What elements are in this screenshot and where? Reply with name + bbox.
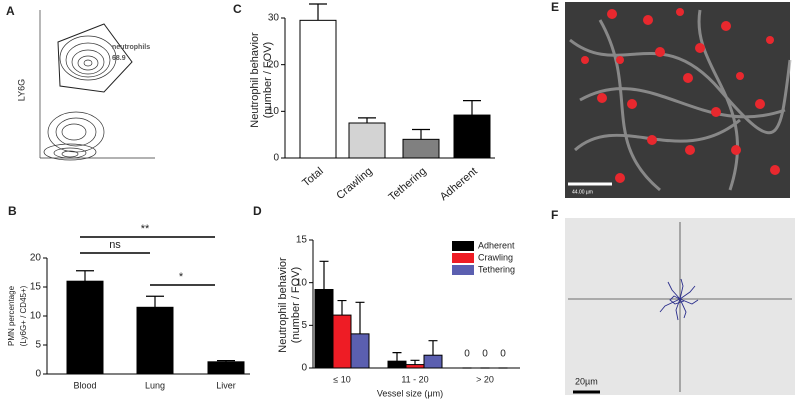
value-label: 0 [482, 349, 488, 360]
y-tick-label: 20 [30, 253, 42, 264]
y-tick-label: 10 [268, 106, 280, 117]
y-tick-label: 15 [296, 235, 308, 246]
x-tick-label: ≤ 10 [333, 374, 350, 384]
legend-swatch [452, 265, 474, 275]
x-tick-label: Tethering [386, 165, 428, 203]
x-tick-label: > 20 [476, 374, 494, 384]
bar [299, 19, 337, 159]
track-plot [565, 218, 795, 395]
y-tick-label: 10 [296, 277, 308, 288]
value-label: 0 [500, 349, 506, 360]
contour-plot [39, 10, 155, 161]
error-bar [410, 359, 420, 365]
gate-label: neutrophils [112, 44, 150, 51]
x-tick-label: Adherent [438, 165, 480, 203]
bar [66, 280, 104, 375]
error-bar [217, 360, 235, 362]
legend-swatch [452, 253, 474, 263]
y-axis-label: LY6G [16, 79, 26, 101]
bar [453, 114, 491, 159]
y-tick-label: 30 [268, 13, 280, 24]
y-axis-label: (number / FOV) [290, 267, 302, 343]
value-label: 0 [464, 349, 470, 360]
bar [402, 138, 440, 159]
y-axis-label: Neutrophil behavior [277, 257, 289, 353]
significance-label: ** [141, 223, 150, 235]
x-tick-label: Blood [73, 380, 96, 390]
error-bar [146, 295, 164, 308]
error-bar [76, 270, 94, 282]
y-tick-label: 0 [301, 363, 307, 374]
panel-label: F [551, 208, 558, 222]
significance-label: ns [109, 239, 121, 251]
y-tick-label: 0 [273, 153, 279, 164]
x-tick-label: 11 - 20 [401, 374, 428, 384]
bar [405, 364, 425, 369]
legend-label: Tethering [478, 264, 515, 274]
panel-label: C [233, 2, 242, 16]
bar [423, 354, 443, 369]
y-tick-label: 15 [30, 282, 42, 293]
panel-label: A [6, 4, 15, 18]
x-tick-label: Lung [145, 380, 165, 390]
y-axis-label: (Ly6G+ / CD45+) [19, 285, 28, 346]
gate-value: 68.9 [112, 55, 126, 62]
y-axis-label: (number / FOV) [262, 42, 274, 118]
legend-label: Adherent [478, 240, 515, 250]
error-bar [463, 100, 481, 116]
y-tick-label: 0 [35, 369, 41, 380]
legend-label: Crawling [478, 252, 513, 262]
microscopy-image [565, 2, 792, 198]
error-bar [309, 3, 327, 21]
bar [314, 288, 334, 369]
bar [332, 314, 352, 369]
panel-label: E [551, 0, 559, 14]
bar [348, 122, 386, 159]
scale-bar-label: 44.00 µm [572, 189, 593, 195]
bar [207, 361, 245, 375]
y-tick-label: 5 [301, 320, 307, 331]
x-tick-label: Crawling [334, 165, 374, 202]
x-axis-label: Vessel size (μm) [377, 388, 443, 398]
y-axis-label: Neutrophil behavior [249, 32, 261, 128]
y-tick-label: 20 [268, 59, 280, 70]
scale-bar-label: 20µm [575, 376, 598, 386]
bar [350, 333, 370, 369]
error-bar [337, 299, 347, 316]
error-bar [412, 128, 430, 140]
error-bar [428, 340, 438, 356]
x-tick-label: Total [300, 165, 326, 189]
legend-swatch [452, 241, 474, 251]
panel-label: B [8, 204, 17, 218]
error-bar [392, 352, 402, 362]
y-tick-label: 10 [30, 311, 42, 322]
y-axis-label: PMN percentage [7, 285, 16, 346]
error-bar [319, 260, 329, 290]
bar [136, 306, 174, 375]
panel-label: D [253, 204, 262, 218]
bar [387, 360, 407, 369]
significance-label: * [179, 271, 184, 283]
y-tick-label: 5 [35, 340, 41, 351]
x-tick-label: Liver [216, 380, 236, 390]
error-bar [355, 301, 365, 334]
error-bar [358, 117, 376, 123]
